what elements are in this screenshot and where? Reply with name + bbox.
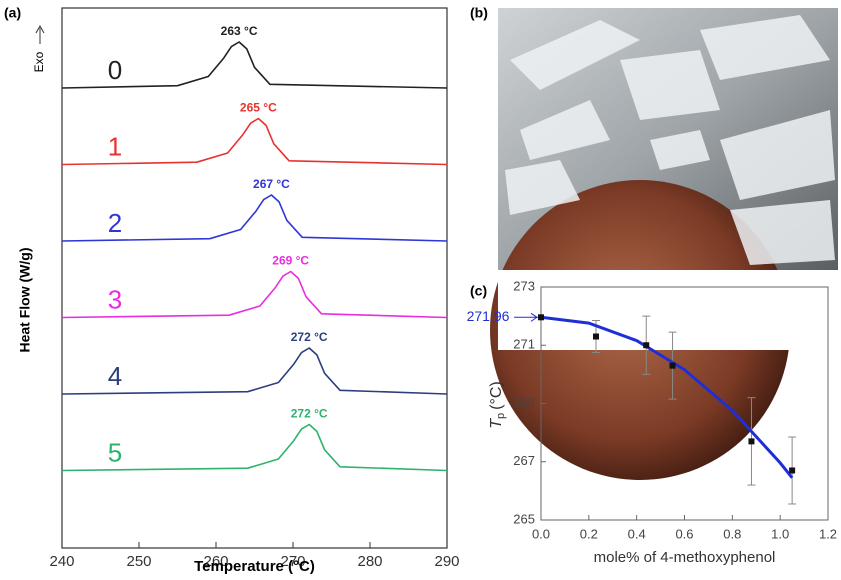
data-point	[593, 333, 600, 340]
y-tick-label: 267	[513, 453, 535, 468]
photo-panel: (b)	[470, 5, 841, 480]
x-tick-label: 0.2	[580, 526, 598, 541]
scatter-panel: (c) 0.0 0.2 0.4 0.6 0.8 1.0 1.2 265 267 269 271 273 m…	[467, 278, 837, 566]
x-tick-label: 260	[203, 553, 228, 570]
photo-mask	[498, 270, 841, 350]
x-tick-label: 240	[49, 553, 74, 570]
x-tick-label: 290	[434, 553, 459, 570]
data-point	[643, 342, 650, 349]
dsc-curve	[61, 347, 448, 395]
peak-label: 269 °C	[272, 254, 309, 268]
dsc-curve	[61, 117, 448, 166]
series-label: 1	[108, 131, 122, 161]
y-tick-label: 271	[513, 337, 535, 352]
fit-curve	[540, 315, 794, 479]
x-tick-label: 0.0	[532, 526, 550, 541]
data-point	[538, 314, 544, 321]
peak-label: 272 °C	[291, 330, 328, 344]
panel-label: (a)	[4, 5, 21, 21]
annotation: 271.96	[467, 308, 510, 324]
y-label-subscript: p	[495, 413, 507, 419]
x-axis-label: mole% of 4-methoxyphenol	[594, 549, 776, 566]
dsc-curve	[61, 423, 448, 472]
peak-label: 272 °C	[291, 407, 328, 421]
y-tick-label: 273	[513, 278, 535, 293]
peak-label: 265 °C	[240, 101, 277, 115]
dsc-curve	[61, 41, 448, 89]
x-tick-label: 0.8	[723, 526, 741, 541]
exo-label: Exo	[32, 51, 46, 72]
y-tick-label: 265	[513, 511, 535, 526]
panel-label: (b)	[470, 5, 488, 21]
x-tick-label: 0.4	[628, 526, 646, 541]
x-axis-label: Temperature (°C)	[194, 558, 315, 575]
annotation-arrow	[514, 312, 538, 322]
series-label: 0	[108, 55, 122, 85]
x-tick-label: 270	[280, 553, 305, 570]
dsc-curve	[61, 194, 448, 242]
series-label: 2	[108, 208, 122, 238]
y-axis-label: Heat Flow (W/g)	[17, 248, 33, 353]
panel-label: (c)	[470, 283, 487, 299]
x-tick-label: 1.2	[819, 526, 837, 541]
y-label-unit: (°C)	[488, 381, 505, 410]
x-tick-label: 250	[126, 553, 151, 570]
x-tick-label: 0.6	[675, 526, 693, 541]
x-tick-label: 1.0	[771, 526, 789, 541]
plot-frame	[61, 7, 448, 549]
dsc-curve	[61, 270, 448, 319]
x-tick-label: 280	[357, 553, 382, 570]
series-label: 3	[108, 284, 122, 314]
y-tick-label: 269	[513, 395, 535, 410]
peak-label: 267 °C	[253, 177, 290, 191]
data-point	[748, 438, 755, 445]
peak-label: 263 °C	[221, 24, 258, 38]
series-label: 4	[108, 361, 122, 391]
photo-crystals	[505, 15, 835, 265]
y-label-symbol: T	[488, 418, 505, 429]
data-point	[789, 467, 796, 474]
y-axis-label: Tp (°C)	[488, 381, 507, 429]
exo-arrow	[35, 24, 45, 44]
data-point	[669, 362, 676, 369]
series-label: 5	[108, 437, 122, 467]
